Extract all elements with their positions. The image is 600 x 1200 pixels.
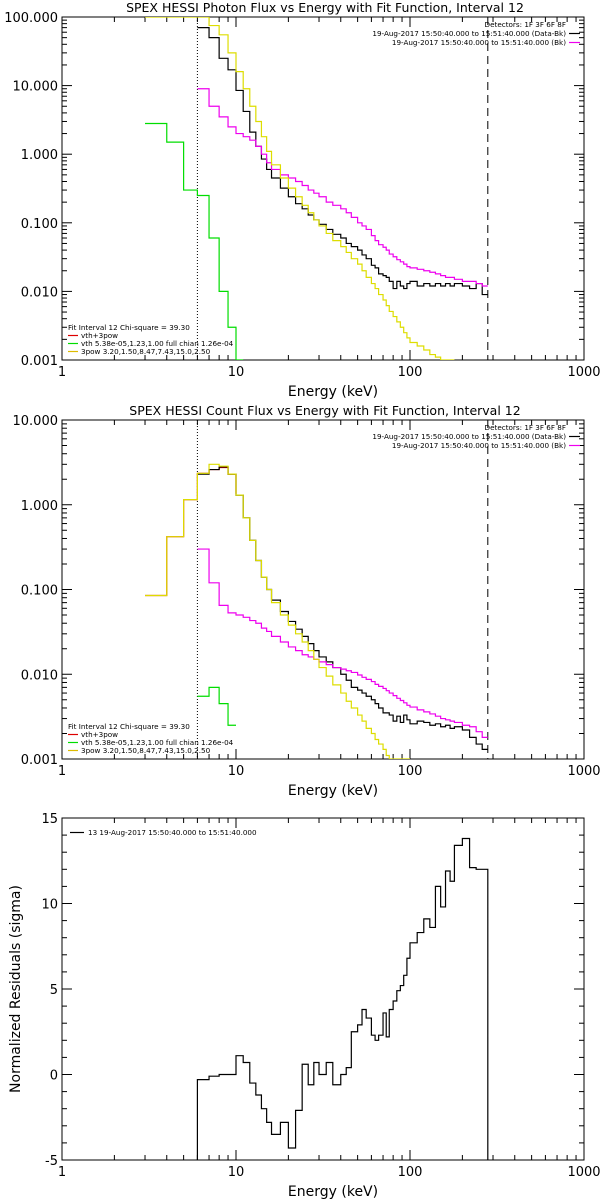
x-tick-label: 100: [398, 1165, 423, 1180]
y-tick-label: 0: [50, 1069, 58, 1084]
y-tick-label: 0.010: [21, 668, 58, 683]
legend-entry: 3pow 3.20,1.50,8.47,7.43,15.0,2.50: [81, 746, 211, 755]
x-tick-label: 1000: [567, 1165, 600, 1180]
legend-entry: vth+3pow: [81, 730, 118, 739]
x-tick-label: 1: [58, 764, 66, 779]
x-axis-label: Energy (keV): [288, 384, 378, 400]
legend-entry: 19-Aug-2017 15:50:40.000 to 15:51:40.000…: [392, 441, 566, 450]
legend-entry: 13 19-Aug-2017 15:50:40.000 to 15:51:40.…: [88, 828, 257, 837]
legend-entry: 3pow 3.20,1.50,8.47,7.43,15.0,2.50: [81, 347, 211, 356]
chart-title: SPEX HESSI Count Flux vs Energy with Fit…: [129, 403, 520, 418]
y-tick-label: 0.100: [21, 217, 58, 232]
legend-entry: vth 5.38e-05,1.23,1.00 full chian 1.26e-…: [81, 738, 234, 747]
x-tick-label: 100: [398, 764, 423, 779]
series-line-4: [197, 686, 236, 726]
x-tick-label: 10: [228, 365, 245, 380]
y-tick-label: 5: [50, 983, 58, 998]
y-tick-label: 15: [41, 812, 58, 827]
y-axis-label: Normalized Residuals (sigma): [8, 885, 24, 1093]
residuals-panel: 1 10 100 1000 Energy (keV) -5 0 5 10 15 Normalized…: [8, 812, 600, 1200]
x-tick-label: 10: [228, 1165, 245, 1180]
y-tick-label: 0.001: [21, 354, 58, 369]
count-flux-panel: 1 10 100 1000 Energy (keV) 0.001 0.010 0.100 1.0…: [13, 403, 600, 799]
y-tick-label: 0.100: [21, 584, 58, 599]
y-tick-label: 10.000: [13, 414, 59, 429]
y-tick-label: 0.010: [21, 285, 58, 300]
x-axis-label: Energy (keV): [288, 783, 378, 799]
legend-entry: 19-Aug-2017 15:50:40.000 to 15:51:40.000…: [372, 432, 566, 441]
x-tick-label: 100: [398, 365, 423, 380]
y-tick-label: 10: [41, 898, 58, 913]
legend-entry: Fit Interval 12 Chi-square = 39.30: [68, 323, 190, 332]
x-tick-label: 1000: [567, 764, 600, 779]
series-line-3: [145, 463, 410, 759]
y-tick-label: 0.001: [21, 753, 58, 768]
x-axis-label: Energy (keV): [288, 1184, 378, 1200]
photon-flux-panel: 1 10 100 1000 Energy (keV) 0.001 0.010 0.100 1.0…: [4, 0, 600, 400]
legend-entry: Detectors: 1F 3F 6F 8F: [485, 20, 566, 29]
y-tick-label: 10.000: [13, 80, 59, 95]
y-tick-label: 1.000: [21, 499, 58, 514]
series-line-2: [145, 17, 455, 360]
legend-entry: Fit Interval 12 Chi-square = 39.30: [68, 722, 190, 731]
plot-frame: [61, 16, 585, 361]
legend-entry: vth 5.38e-05,1.23,1.00 full chian 1.26e-…: [81, 339, 234, 348]
y-tick-label: 1.000: [21, 148, 58, 163]
y-tick-label: 100.000: [4, 11, 58, 26]
x-tick-label: 1: [58, 1165, 66, 1180]
series-line-0: [196, 837, 489, 1160]
series-line-0: [197, 27, 488, 296]
series-line-1: [197, 88, 488, 287]
series-line-3: [145, 122, 244, 360]
chart-title: SPEX HESSI Photon Flux vs Energy with Fi…: [126, 0, 524, 15]
x-tick-label: 1: [58, 365, 66, 380]
legend-entry: 19-Aug-2017 15:50:40.000 to 15:51:40.000…: [392, 38, 566, 47]
y-tick-label: -5: [45, 1154, 58, 1169]
series-line-2: [197, 548, 488, 738]
x-tick-label: 1000: [567, 365, 600, 380]
legend-entry: 19-Aug-2017 15:50:40.000 to 15:51:40.000…: [372, 29, 566, 38]
legend-entry: Detectors: 1F 3F 6F 8F: [485, 423, 566, 432]
x-tick-label: 10: [228, 764, 245, 779]
legend-entry: vth+3pow: [81, 331, 118, 340]
